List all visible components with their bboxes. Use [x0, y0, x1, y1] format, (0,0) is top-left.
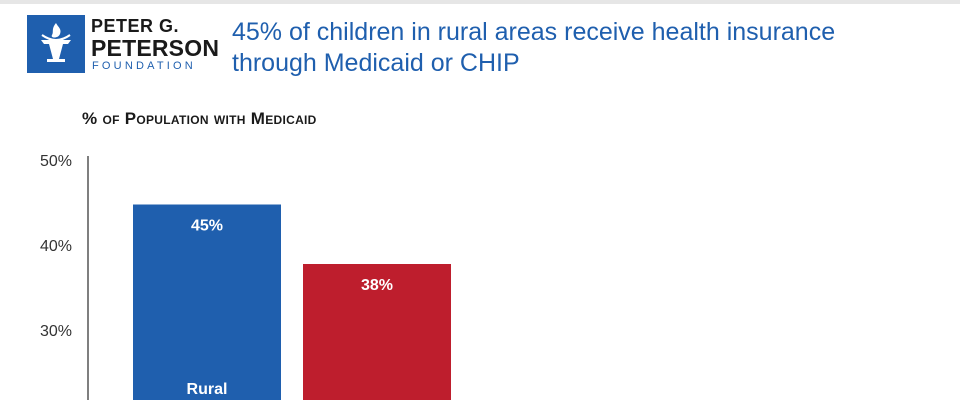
bar-value-label: 45%	[191, 218, 223, 235]
logo-name-line2: PETERSON	[91, 35, 220, 61]
foundation-logo: PETER G. PETERSON FOUNDATION	[27, 15, 219, 75]
y-tick-label: 50%	[40, 153, 72, 170]
headline-line1: 45% of children in rural areas receive h…	[232, 18, 836, 46]
bar	[133, 204, 281, 400]
logo-box	[27, 15, 85, 73]
bar-value-label: 38%	[361, 277, 393, 294]
bar-chart: 50% 40% 30% 45% Rural 38%	[40, 153, 451, 400]
bar-category-label: Rural	[187, 381, 228, 398]
logo-name-line3: FOUNDATION	[92, 60, 196, 72]
chart-headline: 45% of children in rural areas receive h…	[232, 17, 932, 79]
y-axis-title: % of Population with Medicaid	[82, 109, 317, 128]
bar	[303, 264, 451, 400]
headline-line2: through Medicaid or CHIP	[232, 49, 520, 77]
torch-icon	[41, 23, 71, 62]
y-tick-label: 40%	[40, 238, 72, 255]
logo-name-line1: PETER G.	[91, 16, 180, 36]
y-tick-label: 30%	[40, 323, 72, 340]
